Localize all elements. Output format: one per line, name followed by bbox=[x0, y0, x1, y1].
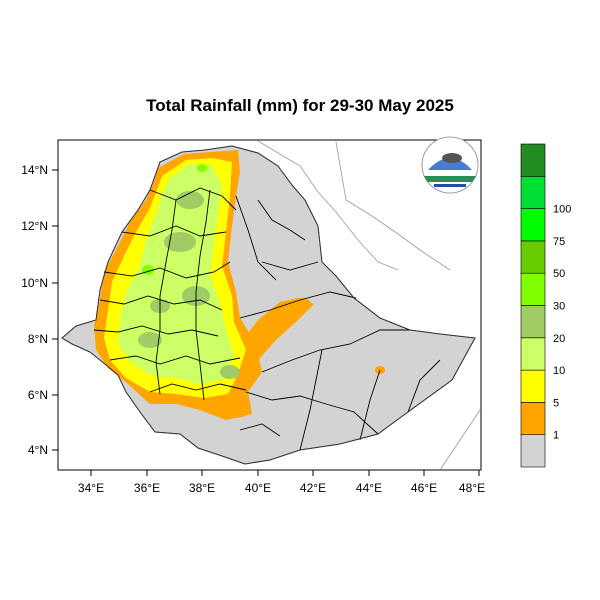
y-tick-label: 14°N bbox=[21, 163, 48, 177]
y-tick-label: 8°N bbox=[28, 332, 48, 346]
legend-color-box bbox=[520, 176, 546, 209]
legend-label: 75 bbox=[553, 236, 565, 248]
country-outline bbox=[61, 145, 476, 465]
legend-color-box bbox=[520, 143, 546, 177]
x-tick-label: 42°E bbox=[300, 481, 326, 495]
legend-label: 100 bbox=[553, 204, 571, 216]
legend-label: 10 bbox=[553, 365, 565, 377]
emi-logo bbox=[421, 136, 479, 194]
x-tick-label: 44°E bbox=[356, 481, 382, 495]
rain-zone-orange-patch bbox=[220, 406, 248, 418]
y-tick-label: 4°N bbox=[28, 443, 48, 457]
legend-label: 20 bbox=[553, 333, 565, 345]
legend-color-box bbox=[520, 434, 546, 468]
legend-color-box bbox=[520, 305, 546, 339]
legend-color-box bbox=[520, 272, 546, 306]
x-tick-label: 34°E bbox=[78, 481, 104, 495]
legend-label: 5 bbox=[553, 397, 559, 409]
x-tick-label: 40°E bbox=[245, 481, 271, 495]
legend-labels: 1 5 10 20 30 50 75 100 bbox=[553, 204, 571, 442]
rain-zone-orange-patch bbox=[290, 298, 310, 306]
legend-color-box bbox=[520, 369, 546, 403]
y-tick-label: 10°N bbox=[21, 276, 48, 290]
admin-boundaries bbox=[93, 187, 441, 451]
legend-label: 30 bbox=[553, 301, 565, 313]
x-tick-label: 46°E bbox=[411, 481, 437, 495]
y-tick-label: 12°N bbox=[21, 219, 48, 233]
legend-colorbar bbox=[520, 143, 546, 468]
legend-color-box bbox=[520, 208, 546, 242]
legend-label: 1 bbox=[553, 430, 559, 442]
x-tick-label: 48°E bbox=[459, 481, 485, 495]
legend-color-box bbox=[520, 240, 546, 274]
rain-zone-orange-east bbox=[238, 298, 314, 368]
legend-color-box bbox=[520, 337, 546, 371]
neighbour-boundaries bbox=[257, 140, 481, 471]
y-tick-label: 6°N bbox=[28, 388, 48, 402]
y-axis bbox=[52, 169, 58, 451]
x-tick-label: 38°E bbox=[189, 481, 215, 495]
legend-color-box bbox=[520, 402, 546, 435]
legend-label: 50 bbox=[553, 268, 565, 280]
x-axis bbox=[90, 470, 480, 476]
x-tick-label: 36°E bbox=[134, 481, 160, 495]
map-title: Total Rainfall (mm) for 29-30 May 2025 bbox=[146, 96, 454, 115]
